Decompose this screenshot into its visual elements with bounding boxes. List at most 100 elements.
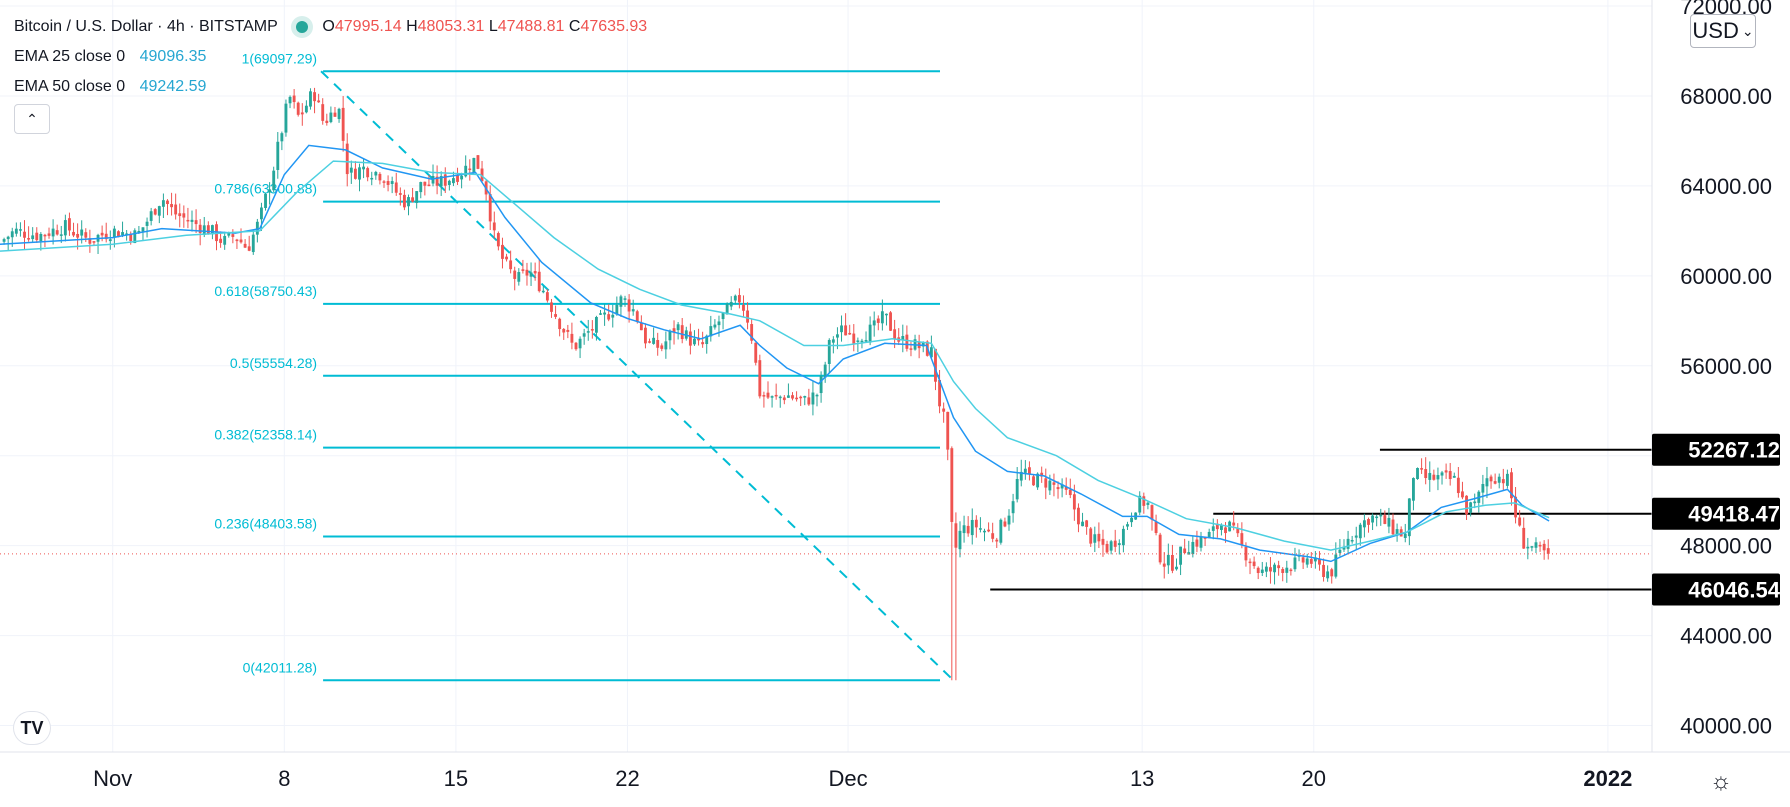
candle-body: [1444, 470, 1448, 473]
candle-body: [427, 184, 431, 187]
candle-body: [1293, 557, 1297, 570]
candle-body: [1514, 496, 1517, 518]
candle-body: [746, 310, 749, 323]
candle-body: [174, 204, 178, 215]
candle-body: [1142, 496, 1146, 506]
candle-body: [631, 309, 635, 312]
interval-label[interactable]: 4h: [166, 18, 185, 35]
candle-body: [1260, 569, 1264, 573]
candle-body: [525, 269, 529, 276]
collapse-legend-button[interactable]: ⌃: [14, 104, 50, 134]
chevron-down-icon: ⌄: [1741, 22, 1754, 39]
candle-body: [509, 260, 513, 270]
candle-body: [480, 168, 484, 182]
price-level-label: 49418.47: [1688, 502, 1780, 527]
candle-body: [63, 220, 67, 236]
candle-body: [439, 176, 443, 187]
candle-body: [264, 193, 267, 209]
candle-body: [1440, 472, 1444, 476]
candle-body: [1461, 491, 1464, 498]
candle-body: [296, 102, 300, 115]
candle-body: [1501, 479, 1505, 484]
candle-body: [599, 313, 602, 315]
candle-body: [880, 311, 884, 324]
candle-body: [889, 312, 892, 331]
candle-body: [644, 327, 647, 344]
candle-body: [1048, 480, 1052, 491]
candle-body: [1534, 542, 1538, 548]
candle-body: [652, 337, 656, 344]
candle-body: [1493, 481, 1497, 484]
candle-body: [950, 448, 954, 522]
candle-body: [1015, 478, 1019, 500]
candle-body: [501, 244, 504, 259]
candle-body: [921, 342, 925, 347]
symbol-name[interactable]: Bitcoin / U.S. Dollar: [14, 18, 153, 35]
time-tick-label: 22: [615, 766, 639, 791]
currency-selector[interactable]: USD ⌄: [1690, 14, 1756, 48]
candle-body: [995, 539, 999, 542]
candle-body: [100, 232, 104, 236]
candle-body: [280, 133, 284, 142]
candle-body: [386, 181, 390, 185]
fib-level-label: 0(42011.28): [243, 659, 317, 675]
candle-body: [43, 234, 47, 237]
candle-body: [733, 295, 737, 301]
candle-body: [782, 397, 786, 401]
candle-body: [954, 523, 958, 548]
candle-body: [1387, 517, 1391, 527]
candle-body: [1289, 569, 1293, 572]
candle-body: [366, 168, 370, 178]
candle-body: [325, 120, 329, 123]
candle-body: [1211, 526, 1215, 531]
candle-body: [1526, 546, 1530, 549]
candle-body: [827, 339, 831, 364]
candle-body: [1354, 535, 1358, 538]
candle-body: [390, 181, 394, 184]
candle-body: [1546, 548, 1550, 554]
candle-body: [72, 231, 75, 236]
candle-body: [227, 232, 231, 236]
candle-body: [570, 333, 574, 343]
candle-body: [999, 519, 1003, 543]
candle-body: [1313, 557, 1317, 562]
candle-body: [590, 329, 594, 331]
candle-body: [754, 342, 758, 363]
indicator-ema50[interactable]: EMA 50 close 0 49242.59: [14, 76, 647, 106]
candle-body: [758, 360, 762, 397]
candle-body: [885, 313, 888, 316]
candle-body: [619, 296, 623, 307]
candle-body: [476, 155, 480, 169]
candle-body: [321, 104, 325, 121]
candle-body: [1350, 540, 1354, 542]
candle-body: [705, 335, 709, 345]
candle-body: [304, 105, 308, 113]
candle-body: [946, 411, 950, 450]
gear-icon[interactable]: ☼: [1710, 768, 1732, 795]
time-tick-label: 20: [1302, 766, 1326, 791]
candle-body: [721, 312, 725, 320]
indicator-ema25[interactable]: EMA 25 close 0 49096.35: [14, 46, 647, 76]
candle-body: [272, 170, 276, 191]
low-value: 47488.81: [497, 18, 565, 35]
candle-body: [623, 298, 627, 300]
candle-body: [1403, 533, 1407, 538]
candle-body: [1424, 469, 1428, 479]
candle-body: [942, 408, 946, 412]
candle-body: [717, 321, 721, 326]
candle-body: [1097, 533, 1101, 542]
candle-body: [68, 218, 71, 231]
candle-body: [182, 213, 186, 218]
candle-body: [1011, 501, 1015, 514]
candle-body: [1236, 528, 1240, 534]
candle-body: [697, 338, 700, 341]
candle-body: [435, 176, 439, 186]
candle-body: [1448, 471, 1452, 480]
tradingview-logo-icon[interactable]: TV: [14, 712, 50, 744]
indicator-value: 49096.35: [139, 48, 207, 65]
candle-body: [141, 227, 145, 232]
candle-body: [112, 228, 116, 238]
candle-body: [370, 177, 374, 180]
